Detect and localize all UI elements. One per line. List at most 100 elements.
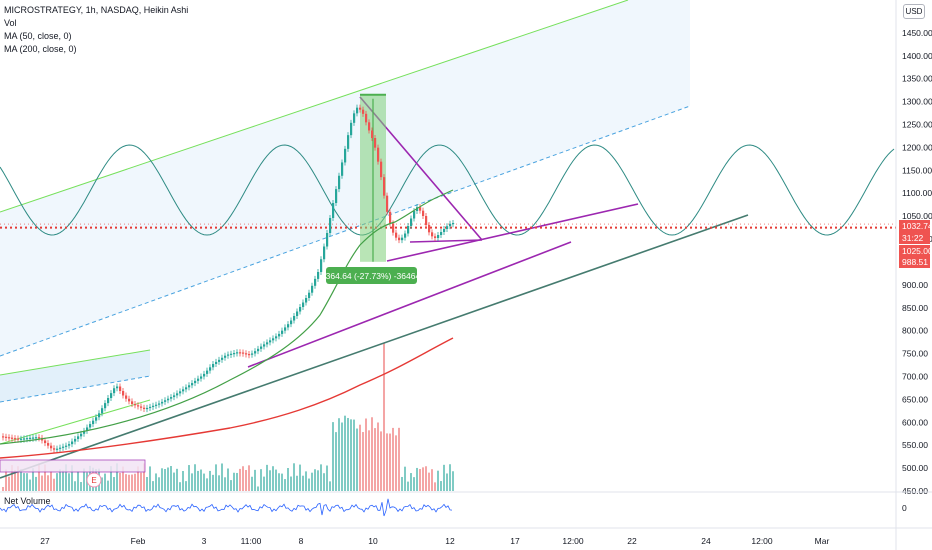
volume-bar [29, 479, 31, 491]
candle [440, 232, 443, 235]
candle [2, 436, 5, 438]
volume-bar [290, 476, 292, 491]
candle [203, 373, 206, 377]
ma200-legend[interactable]: MA (200, close, 0) [4, 44, 77, 54]
volume-bar [371, 417, 373, 491]
candle [314, 278, 317, 286]
volume-bar [287, 468, 289, 491]
time-tick-label: 10 [368, 536, 378, 546]
candle [194, 380, 197, 384]
triangle-lower-line [409, 239, 483, 243]
volume-bar [107, 480, 109, 491]
price-tick-label: 1450.00 [902, 28, 932, 38]
vol-legend[interactable]: Vol [4, 18, 17, 28]
volume-bar [278, 473, 280, 491]
volume-bar [299, 464, 301, 491]
volume-bar [416, 467, 418, 491]
candle [302, 302, 305, 307]
volume-bar [128, 474, 130, 491]
volume-bar [125, 474, 127, 491]
ma50-legend[interactable]: MA (50, close, 0) [4, 31, 72, 41]
time-tick-label: 11:00 [241, 536, 262, 546]
time-tick-label: Mar [815, 536, 830, 546]
volume-bar [23, 473, 25, 491]
volume-bar [200, 469, 202, 491]
candle [104, 403, 107, 409]
time-tick-label: 24 [701, 536, 711, 546]
price-tick-label: 450.00 [902, 486, 928, 496]
candle [215, 361, 218, 364]
volume-bar [224, 477, 226, 491]
net-volume-label[interactable]: Net Volume [4, 496, 51, 506]
volume-bar [212, 474, 214, 491]
candle [191, 383, 194, 386]
candle [335, 189, 338, 203]
volume-bar [68, 473, 70, 491]
symbol-title[interactable]: MICROSTRATEGY, 1h, NASDAQ, Heikin Ashi [4, 5, 189, 15]
volume-bar [158, 477, 160, 491]
volume-bar [452, 471, 454, 491]
volume-bar [11, 465, 13, 491]
price-tick-label: 850.00 [902, 303, 928, 313]
candle [206, 370, 209, 374]
candle [44, 440, 47, 444]
candle [131, 401, 134, 404]
volume-bar [269, 470, 271, 491]
candle [305, 298, 308, 303]
candle [38, 437, 41, 439]
volume-bar [134, 473, 136, 491]
volume-bar [5, 469, 7, 491]
candle [389, 211, 392, 224]
candle [317, 272, 320, 279]
candle [182, 389, 185, 392]
volume-bar [260, 469, 262, 491]
candle [386, 195, 389, 212]
volume-bar [71, 465, 73, 491]
candle [410, 218, 413, 226]
candle [344, 148, 347, 163]
volume-bar [245, 469, 247, 491]
price-tick-label: 1150.00 [902, 165, 932, 175]
candle [350, 122, 353, 136]
currency-button[interactable]: USD [903, 4, 925, 19]
volume-bar [140, 472, 142, 491]
candle [17, 438, 20, 440]
volume-bar [395, 435, 397, 491]
volume-bar [389, 433, 391, 491]
price-tag-label: 31:22 [902, 233, 924, 243]
volume-bar [131, 474, 133, 491]
candle [143, 407, 146, 409]
overlay: E -364.64 (-27.73%) -36464 [0, 267, 420, 488]
cycle-wave [0, 144, 895, 236]
volume-bar [74, 481, 76, 491]
volume-bar [374, 428, 376, 491]
volume-bar [326, 465, 328, 491]
price-tick-label: 700.00 [902, 371, 928, 381]
candle [212, 364, 215, 368]
purple-support-line [247, 241, 572, 368]
volume-bar [221, 463, 223, 491]
volume-bar [101, 477, 103, 491]
volume-bar [146, 476, 148, 491]
earnings-marker [86, 472, 102, 488]
candles [2, 104, 455, 453]
candle [92, 420, 95, 425]
candle [353, 113, 356, 123]
net-volume-line [0, 498, 453, 517]
channel-upper-line [0, 0, 629, 213]
candle [134, 404, 137, 406]
volume-bar [422, 467, 424, 491]
small-channel-upper [0, 349, 151, 376]
candle [251, 353, 254, 355]
channel-mid-line [0, 105, 691, 357]
candle [98, 413, 101, 418]
volume-bar [431, 469, 433, 491]
volume-bar [113, 477, 115, 491]
candle [8, 437, 11, 439]
volume-bar [263, 476, 265, 491]
candle [419, 207, 422, 211]
candle [281, 330, 284, 334]
volume-bar [8, 476, 10, 491]
candle [392, 223, 395, 233]
